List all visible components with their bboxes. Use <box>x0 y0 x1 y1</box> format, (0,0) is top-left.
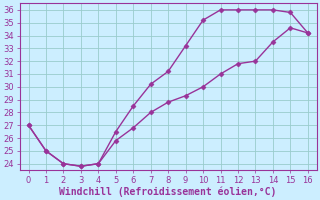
X-axis label: Windchill (Refroidissement éolien,°C): Windchill (Refroidissement éolien,°C) <box>60 186 277 197</box>
